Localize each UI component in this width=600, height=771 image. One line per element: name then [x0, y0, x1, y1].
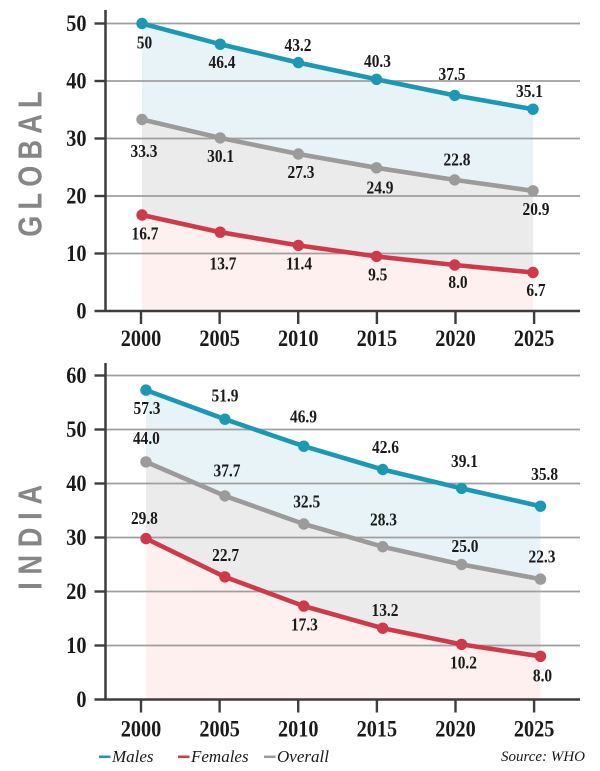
svg-text:2005: 2005 [199, 716, 240, 741]
svg-text:40.3: 40.3 [364, 51, 391, 71]
svg-text:8.0: 8.0 [448, 272, 467, 292]
svg-text:0: 0 [76, 298, 86, 323]
svg-text:44.0: 44.0 [133, 428, 160, 448]
svg-text:50: 50 [66, 417, 86, 442]
svg-text:27.3: 27.3 [288, 162, 315, 182]
svg-text:2020: 2020 [435, 326, 475, 351]
svg-text:0: 0 [76, 687, 86, 712]
svg-text:20: 20 [66, 579, 86, 604]
svg-text:40: 40 [66, 68, 86, 93]
svg-text:6.7: 6.7 [526, 280, 545, 300]
svg-text:2005: 2005 [199, 326, 240, 351]
svg-text:22.8: 22.8 [444, 150, 471, 170]
svg-text:GLOBAL: GLOBAL [13, 85, 49, 237]
svg-text:35.1: 35.1 [516, 81, 543, 101]
svg-text:30.1: 30.1 [207, 146, 234, 166]
svg-text:30: 30 [66, 126, 86, 151]
svg-text:2010: 2010 [278, 326, 318, 351]
svg-text:32.5: 32.5 [293, 492, 320, 512]
svg-text:2010: 2010 [278, 716, 318, 741]
svg-text:2025: 2025 [514, 716, 555, 741]
svg-text:57.3: 57.3 [134, 398, 161, 418]
svg-text:10.2: 10.2 [450, 653, 477, 673]
svg-text:8.0: 8.0 [533, 666, 552, 686]
svg-text:24.9: 24.9 [367, 178, 394, 198]
svg-text:29.8: 29.8 [131, 508, 158, 528]
svg-text:39.1: 39.1 [451, 451, 478, 471]
svg-text:46.4: 46.4 [209, 52, 236, 72]
svg-text:40: 40 [66, 471, 86, 496]
svg-text:25.0: 25.0 [452, 536, 479, 556]
svg-text:2015: 2015 [357, 326, 398, 351]
svg-text:2025: 2025 [514, 326, 555, 351]
svg-text:51.9: 51.9 [212, 386, 239, 406]
svg-text:46.9: 46.9 [290, 406, 317, 426]
svg-text:INDIA: INDIA [13, 477, 49, 590]
svg-text:22.7: 22.7 [212, 545, 239, 565]
svg-text:42.6: 42.6 [372, 437, 399, 457]
svg-text:10: 10 [66, 633, 86, 658]
svg-text:2000: 2000 [121, 326, 161, 351]
svg-text:16.7: 16.7 [132, 224, 159, 244]
svg-text:30: 30 [66, 525, 86, 550]
svg-text:13.2: 13.2 [372, 600, 399, 620]
svg-text:35.8: 35.8 [531, 464, 558, 484]
svg-text:50: 50 [137, 33, 152, 53]
svg-text:43.2: 43.2 [285, 35, 312, 55]
svg-text:2020: 2020 [435, 716, 475, 741]
svg-text:13.7: 13.7 [210, 254, 237, 274]
svg-text:10: 10 [66, 241, 86, 266]
svg-text:37.7: 37.7 [214, 460, 241, 480]
svg-text:22.3: 22.3 [529, 547, 556, 567]
svg-text:20: 20 [66, 183, 86, 208]
svg-text:2000: 2000 [121, 716, 161, 741]
svg-text:Overall: Overall [277, 747, 329, 766]
svg-text:17.3: 17.3 [291, 615, 318, 635]
svg-text:Source: WHO: Source: WHO [501, 749, 585, 765]
svg-text:50: 50 [66, 11, 86, 36]
svg-text:20.9: 20.9 [523, 199, 550, 219]
svg-text:60: 60 [66, 363, 86, 388]
svg-text:9.5: 9.5 [368, 265, 387, 285]
svg-text:11.4: 11.4 [286, 254, 312, 274]
svg-text:2015: 2015 [357, 716, 398, 741]
svg-text:Females: Females [190, 747, 249, 766]
svg-text:Males: Males [111, 747, 154, 766]
svg-text:28.3: 28.3 [370, 510, 397, 530]
svg-text:33.3: 33.3 [131, 141, 158, 161]
svg-text:37.5: 37.5 [439, 64, 466, 84]
